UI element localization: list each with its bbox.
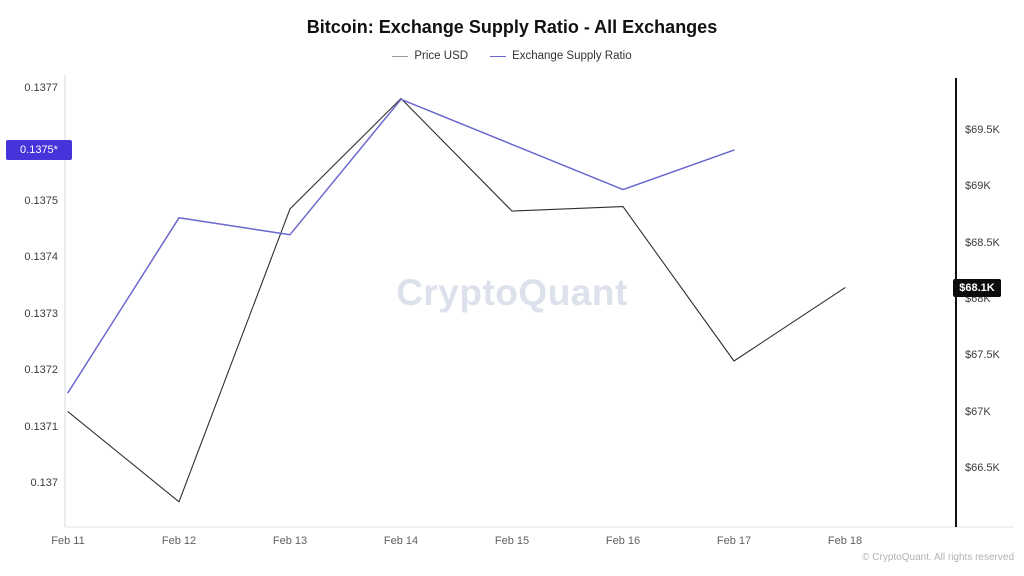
legend-label-price-usd: Price USD [414, 50, 469, 62]
current-ratio-badge: 0.1375* [6, 140, 72, 161]
exchange-supply-ratio-line-swatch [490, 55, 507, 57]
price-usd-line [67, 97, 846, 503]
copyright: © CryptoQuant. All rights reserved [862, 552, 1014, 563]
legend: Price USD Exchange Supply Ratio [0, 50, 1024, 62]
legend-label-exchange-supply-ratio: Exchange Supply Ratio [512, 50, 632, 62]
current-price-badge: $68.1K [953, 278, 1001, 297]
price-usd-line-swatch [392, 55, 409, 57]
legend-item-price-usd[interactable]: Price USD [392, 50, 468, 62]
exchange-supply-ratio-line [67, 98, 735, 394]
watermark: CryptoQuant [396, 272, 628, 313]
legend-item-exchange-supply-ratio[interactable]: Exchange Supply Ratio [490, 50, 632, 62]
chart-title: Bitcoin: Exchange Supply Ratio - All Exc… [306, 17, 718, 37]
